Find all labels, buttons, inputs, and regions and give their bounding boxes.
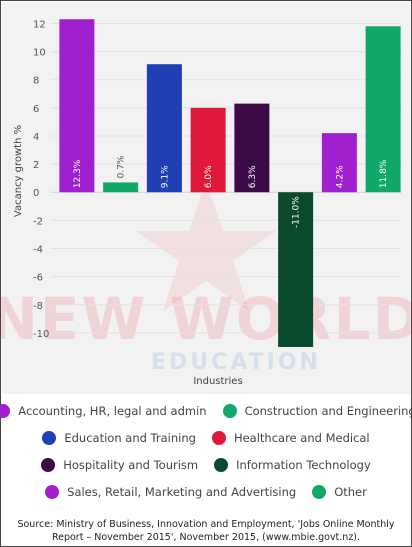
y-tick-label: -10 bbox=[33, 329, 49, 340]
bar[interactable] bbox=[59, 19, 95, 193]
bar-value-label: 9.1% bbox=[160, 165, 170, 188]
y-tick-label: -6 bbox=[33, 273, 43, 284]
bar-chart: NEW WORLD EDUCATION 12 10 8 6 4 2 0 -2 -4 -6 -8 -10… bbox=[1, 19, 411, 387]
y-tick-label: 8 bbox=[33, 76, 39, 87]
legend-item[interactable]: Construction and Engineering bbox=[222, 403, 412, 418]
legend-item[interactable]: Hospitality and Tourism bbox=[41, 457, 199, 472]
legend: Accounting, HR, legal and admin Construc… bbox=[0, 397, 412, 505]
legend-row: Hospitality and Tourism Information Tech… bbox=[1, 451, 411, 478]
y-tick-label: -2 bbox=[33, 216, 43, 227]
bar-value-label: 6.0% bbox=[204, 165, 214, 188]
bar-value-label: 12.3% bbox=[73, 159, 83, 188]
bar[interactable] bbox=[103, 182, 139, 193]
legend-label: Other bbox=[334, 484, 367, 499]
legend-row: Accounting, HR, legal and admin Construc… bbox=[0, 397, 412, 424]
legend-item[interactable]: Other bbox=[312, 484, 367, 499]
bar-value-label: 11.8% bbox=[379, 159, 389, 188]
bar[interactable] bbox=[190, 107, 226, 193]
y-tick-label: 2 bbox=[33, 160, 39, 171]
legend-swatch-icon bbox=[222, 403, 237, 418]
legend-label: Education and Training bbox=[64, 430, 196, 445]
legend-item[interactable]: Sales, Retail, Marketing and Advertising bbox=[45, 484, 297, 499]
y-tick-label: 0 bbox=[33, 188, 39, 199]
legend-item[interactable]: Accounting, HR, legal and admin bbox=[0, 403, 207, 418]
legend-label: Healthcare and Medical bbox=[233, 430, 370, 445]
y-tick-label: -8 bbox=[33, 301, 43, 312]
legend-item[interactable]: Information Technology bbox=[214, 457, 371, 472]
y-axis-title: Vacancy growth % bbox=[13, 125, 24, 217]
watermark-subtext: EDUCATION bbox=[151, 350, 321, 375]
y-tick-label: 6 bbox=[33, 104, 39, 115]
y-tick-label: 12 bbox=[33, 19, 46, 30]
legend-label: Sales, Retail, Marketing and Advertising bbox=[67, 484, 297, 499]
x-axis-title: Industries bbox=[193, 376, 242, 387]
legend-label: Information Technology bbox=[236, 457, 371, 472]
legend-label: Hospitality and Tourism bbox=[63, 457, 199, 472]
bar-value-label: 6.3% bbox=[248, 165, 258, 188]
bar[interactable] bbox=[365, 26, 401, 193]
legend-row: Education and Training Healthcare and Me… bbox=[1, 424, 411, 451]
y-tick-label: 10 bbox=[33, 48, 46, 59]
bar-value-label: 0.7% bbox=[117, 155, 127, 178]
bar-value-label: -11.0% bbox=[292, 196, 302, 228]
bar[interactable] bbox=[234, 103, 270, 193]
legend-swatch-icon bbox=[45, 484, 60, 499]
y-tick-label: -4 bbox=[33, 245, 43, 256]
legend-swatch-icon bbox=[214, 457, 229, 472]
watermark-text: NEW WORLD bbox=[1, 285, 411, 353]
legend-label: Accounting, HR, legal and admin bbox=[18, 403, 207, 418]
watermark-logo: NEW WORLD EDUCATION bbox=[1, 181, 411, 375]
legend-swatch-icon bbox=[42, 430, 57, 445]
bar-value-label: 4.2% bbox=[335, 165, 345, 188]
source-note: Source: Ministry of Business, Innovation… bbox=[17, 519, 395, 543]
bar[interactable] bbox=[321, 133, 357, 193]
legend-item[interactable]: Education and Training bbox=[42, 430, 196, 445]
legend-swatch-icon bbox=[0, 403, 11, 418]
bar[interactable] bbox=[146, 64, 182, 193]
legend-row: Sales, Retail, Marketing and Advertising… bbox=[1, 478, 411, 505]
y-tick-label: 4 bbox=[33, 132, 39, 143]
legend-swatch-icon bbox=[211, 430, 226, 445]
legend-item[interactable]: Healthcare and Medical bbox=[211, 430, 370, 445]
legend-swatch-icon bbox=[41, 457, 56, 472]
legend-label: Construction and Engineering bbox=[244, 403, 412, 418]
legend-swatch-icon bbox=[312, 484, 327, 499]
bar[interactable] bbox=[278, 192, 314, 347]
